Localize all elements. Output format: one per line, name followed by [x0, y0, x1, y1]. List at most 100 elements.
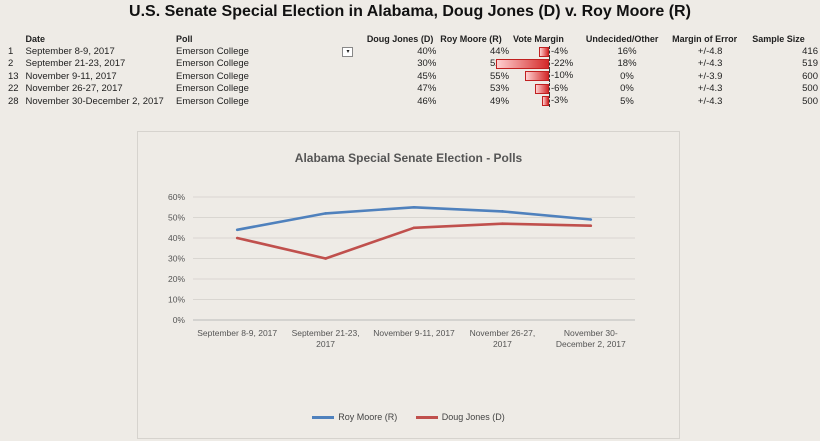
cell-vote-margin[interactable]: -22%	[496, 57, 584, 70]
x-tick-label: November 9-11, 2017	[373, 328, 455, 338]
cell-doug-jones[interactable]: 45%	[417, 70, 437, 82]
cell-doug-jones[interactable]: 46%	[417, 95, 437, 107]
cell-margin-of-error[interactable]: +/-4.3	[697, 58, 723, 70]
cell-vote-margin[interactable]: -6%	[511, 82, 584, 95]
x-tick-label: September 21-23,	[292, 328, 360, 338]
cell-sample-size[interactable]: 500	[802, 83, 818, 95]
cell-undecided[interactable]: 0%	[620, 83, 634, 95]
chart-legend: Roy Moore (R) Doug Jones (D)	[138, 412, 679, 422]
table-row: 1 September 8-9, 2017 Emerson College ▾ 40% 4…	[6, 45, 820, 58]
series-line-roy-moore	[236, 206, 591, 232]
vote-margin-databar: -4%	[513, 45, 582, 58]
table-row: 28 November 30-December 2, 2017 Emerson Co…	[6, 95, 820, 108]
vote-margin-axis	[549, 95, 551, 108]
cell-poll[interactable]: Emerson College	[176, 58, 249, 70]
row-index: 2	[8, 58, 14, 70]
vote-margin-bar	[496, 58, 550, 69]
cell-undecided[interactable]: 5%	[620, 95, 634, 107]
data-point	[589, 224, 593, 227]
cell-poll[interactable]: Emerson College	[176, 95, 249, 107]
header-roy-moore[interactable]: Roy Moore (R)	[440, 34, 502, 45]
x-tick-label: 2017	[493, 339, 512, 349]
cell-doug-jones[interactable]: 30%	[417, 58, 437, 70]
cell-doug-jones[interactable]: 47%	[417, 83, 437, 95]
cell-vote-margin[interactable]: -3%	[511, 95, 584, 108]
cell-roy-moore[interactable]: 44%	[490, 46, 510, 58]
vote-margin-axis	[549, 57, 551, 70]
data-point	[235, 236, 239, 240]
cell-roy-moore[interactable]: 49%	[490, 95, 510, 107]
vote-margin-axis	[549, 82, 551, 95]
row-index: 1	[8, 46, 14, 58]
chart-container[interactable]: Alabama Special Senate Election - Polls …	[137, 131, 680, 439]
cell-undecided[interactable]: 0%	[620, 70, 634, 82]
data-point	[324, 212, 327, 215]
x-tick-label: 2017	[316, 339, 335, 349]
header-vote-margin[interactable]: Vote Margin	[513, 34, 564, 45]
line-chart-plot: 0% 10% 20% 30% 40% 50% 60% September 8-9, 2017 S…	[168, 192, 635, 349]
chart-title: Alabama Special Senate Election - Polls	[294, 151, 523, 165]
table-row: 13 November 9-11, 2017 Emerson College 45% 5…	[6, 70, 820, 83]
data-point	[501, 222, 504, 225]
cell-roy-moore[interactable]: 55%	[490, 70, 510, 82]
legend-swatch-doug-jones	[415, 416, 438, 420]
header-doug-jones[interactable]: Doug Jones (D)	[366, 34, 434, 45]
cell-poll[interactable]: Emerson College	[176, 83, 249, 95]
cell-vote-margin[interactable]: -4%	[511, 45, 584, 58]
y-tick-label: 60%	[168, 192, 185, 202]
legend-item-doug-jones: Doug Jones (D)	[415, 412, 505, 422]
cell-margin-of-error[interactable]: +/-4.3	[697, 95, 723, 107]
vote-margin-value: -6%	[551, 82, 568, 94]
x-tick-label: November 26-27,	[470, 328, 536, 338]
data-point	[589, 218, 593, 221]
cell-sample-size[interactable]: 519	[802, 58, 818, 70]
cell-roy-moore[interactable]: 53%	[490, 83, 510, 95]
cell-poll[interactable]: Emerson College	[176, 70, 249, 82]
vote-margin-databar: -22%	[496, 57, 582, 70]
x-tick-label: November 30-	[564, 328, 618, 338]
cell-date[interactable]: November 30-December 2, 2017	[25, 95, 164, 107]
cell-poll[interactable]: Emerson College	[176, 46, 249, 58]
y-tick-label: 0%	[173, 315, 186, 325]
dropdown-filter-icon[interactable]: ▾	[342, 46, 354, 57]
cell-sample-size[interactable]: 416	[802, 46, 818, 58]
legend-item-roy-moore: Roy Moore (R)	[312, 412, 397, 422]
header-date[interactable]: Date	[25, 34, 45, 45]
cell-sample-size[interactable]: 500	[802, 95, 818, 107]
row-index: 28	[8, 95, 19, 107]
cell-date[interactable]: September 21-23, 2017	[25, 58, 126, 70]
cell-filter	[340, 95, 364, 107]
cell-date[interactable]: November 26-27, 2017	[25, 83, 123, 95]
y-tick-label: 30%	[168, 254, 185, 264]
data-point	[324, 257, 327, 260]
cell-undecided[interactable]: 18%	[617, 58, 637, 70]
y-tick-label: 50%	[168, 213, 185, 223]
vote-margin-value: -3%	[551, 95, 568, 107]
header-sample-size[interactable]: Sample Size	[752, 34, 805, 45]
cell-margin-of-error[interactable]: +/-4.8	[697, 46, 723, 58]
cell-vote-margin[interactable]: -10%	[511, 70, 584, 83]
vote-margin-bar	[525, 71, 550, 82]
page-title: U.S. Senate Special Election in Alabama,…	[129, 3, 691, 20]
x-tick-label: December 2, 2017	[556, 339, 626, 349]
cell-doug-jones[interactable]: 40%	[417, 46, 437, 58]
header-undecided[interactable]: Undecided/Other	[585, 34, 659, 45]
table-row: 2 September 21-23, 2017 Emerson College 30%…	[6, 57, 820, 70]
header-poll[interactable]: Poll	[176, 34, 193, 45]
header-index	[6, 33, 23, 45]
cell-margin-of-error[interactable]: +/-3.9	[697, 70, 723, 82]
cell-margin-of-error[interactable]: +/-4.3	[697, 83, 723, 95]
cell-filter	[340, 58, 364, 70]
cell-date[interactable]: September 8-9, 2017	[25, 46, 115, 58]
cell-filter	[340, 70, 364, 82]
header-margin-of-error[interactable]: Margin of Error	[672, 34, 738, 45]
y-tick-label: 20%	[168, 274, 185, 284]
table-row: 22 November 26-27, 2017 Emerson College 47%…	[6, 82, 820, 95]
cell-filter	[340, 83, 364, 95]
vote-margin-databar: -3%	[513, 95, 582, 108]
cell-undecided[interactable]: 16%	[617, 46, 637, 58]
data-point	[235, 228, 239, 232]
legend-swatch-roy-moore	[312, 416, 335, 420]
cell-sample-size[interactable]: 600	[802, 70, 818, 82]
cell-date[interactable]: November 9-11, 2017	[25, 70, 117, 82]
